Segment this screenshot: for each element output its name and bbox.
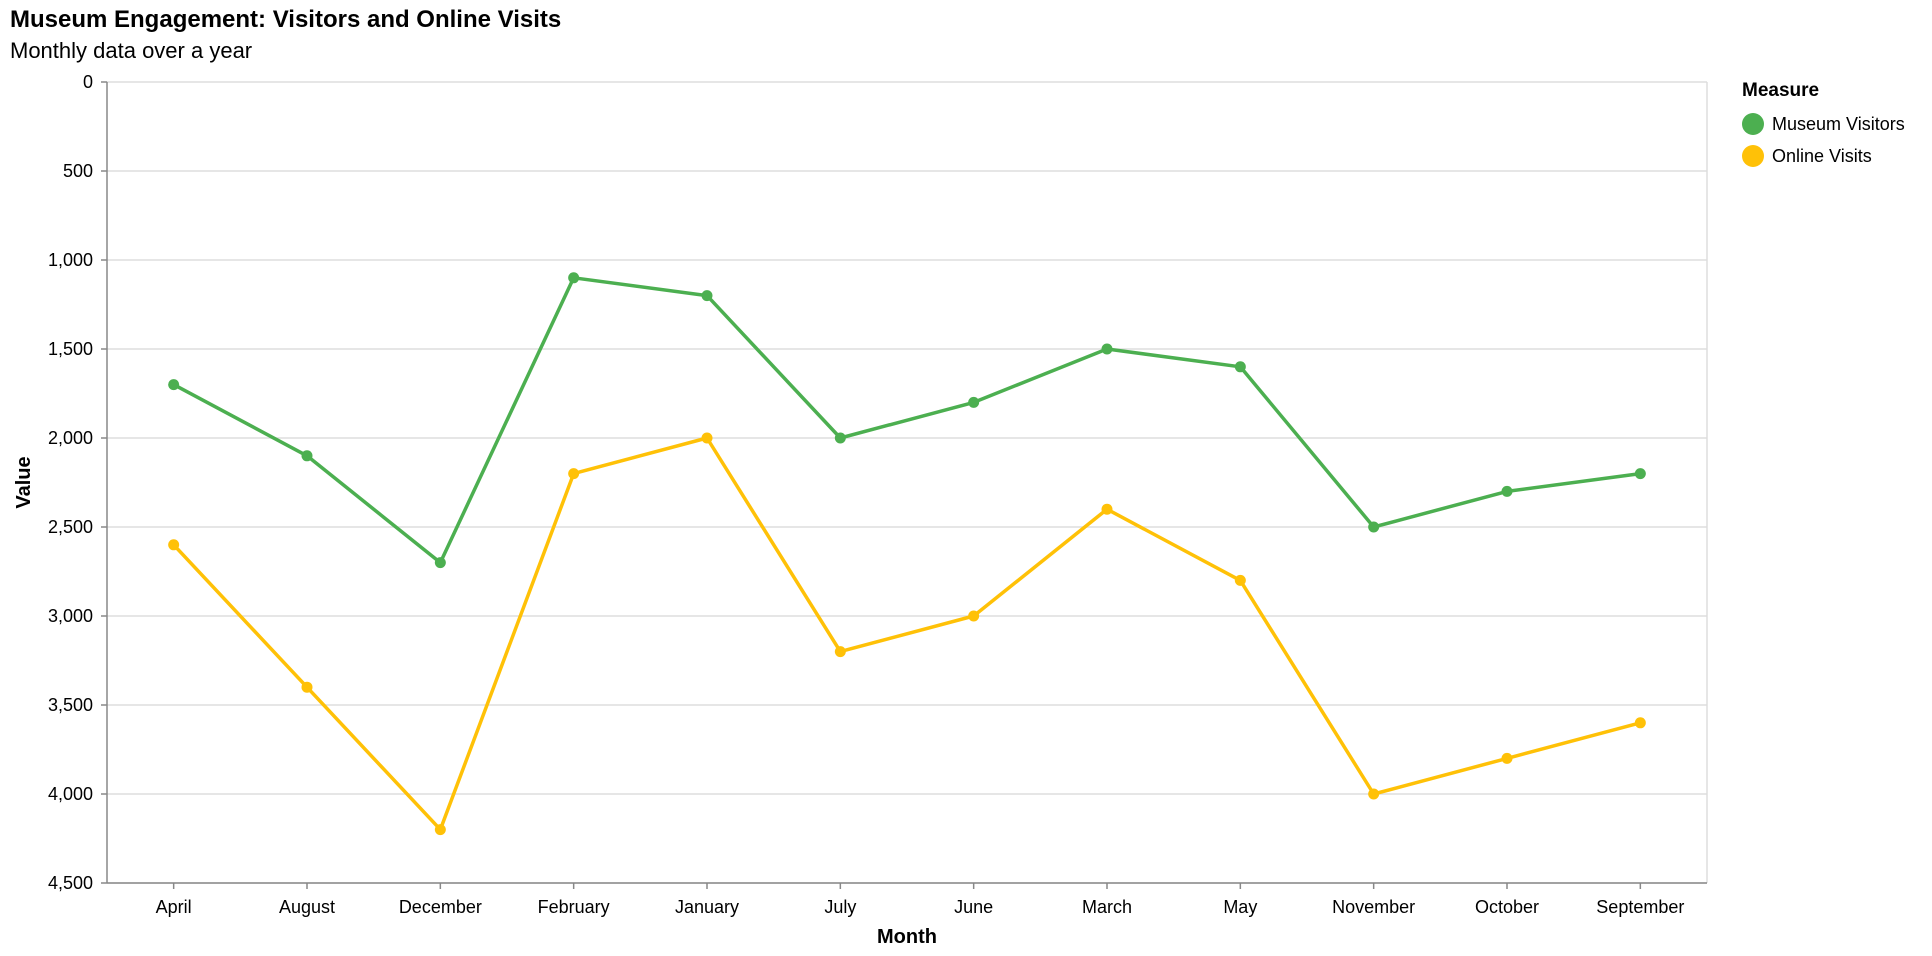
data-point-online-visits	[301, 681, 313, 693]
data-point-online-visits	[1368, 788, 1380, 800]
legend-label-online-visits: Online Visits	[1772, 145, 1872, 166]
x-tick-label: April	[156, 897, 192, 917]
data-point-museum-visitors	[701, 290, 713, 302]
legend: Measure Museum Visitors Online Visits	[1742, 80, 1905, 172]
legend-item-online-visits: Online Visits	[1742, 140, 1905, 172]
y-tick-label: 1,000	[48, 250, 93, 270]
y-tick-label: 1,500	[48, 339, 93, 359]
x-tick-label: June	[954, 897, 993, 917]
x-axis-title: Month	[877, 926, 937, 948]
y-tick-label: 2,500	[48, 517, 93, 537]
x-tick-label: September	[1596, 897, 1684, 917]
y-tick-label: 3,000	[48, 606, 93, 626]
y-tick-label: 3,500	[48, 695, 93, 715]
x-tick-label: March	[1082, 897, 1132, 917]
data-point-online-visits	[1101, 503, 1113, 515]
data-point-museum-visitors	[1234, 361, 1246, 373]
series-online-visits	[168, 432, 1646, 836]
x-tick-label: January	[675, 897, 739, 917]
y-tick-label: 2,000	[48, 428, 93, 448]
data-point-online-visits	[568, 468, 580, 480]
legend-title: Measure	[1742, 80, 1820, 101]
data-point-online-visits	[968, 610, 980, 622]
legend-label-museum-visitors: Museum Visitors	[1772, 113, 1905, 134]
series-line-online-visits	[172, 436, 1641, 832]
data-point-museum-visitors	[434, 557, 446, 569]
data-point-online-visits	[701, 432, 713, 444]
y-tick-label: 0	[83, 72, 93, 92]
x-tick-label: July	[824, 897, 856, 917]
gridlines	[107, 81, 1707, 884]
data-point-online-visits	[1501, 752, 1513, 764]
data-point-online-visits	[434, 824, 446, 836]
y-axis-title: Value	[13, 456, 35, 508]
data-point-museum-visitors	[168, 379, 180, 391]
x-tick-label: December	[399, 897, 482, 917]
legend-swatch-museum-visitors	[1742, 113, 1764, 135]
data-point-museum-visitors	[834, 432, 846, 444]
x-tick-label: August	[279, 897, 335, 917]
chart-subtitle: Monthly data over a year	[10, 38, 253, 63]
series-museum-visitors	[168, 272, 1646, 569]
chart-title: Museum Engagement: Visitors and Online V…	[10, 6, 562, 33]
x-tick-label: February	[538, 897, 610, 917]
data-point-museum-visitors	[301, 450, 313, 462]
x-tick-label: November	[1332, 897, 1415, 917]
y-tick-label: 4,500	[48, 873, 93, 893]
x-tick-label: October	[1475, 897, 1539, 917]
data-point-museum-visitors	[1501, 485, 1513, 497]
y-tick-label: 4,000	[48, 784, 93, 804]
y-tick-label: 500	[63, 161, 93, 181]
data-point-museum-visitors	[968, 396, 980, 408]
data-point-museum-visitors	[1368, 521, 1380, 533]
data-point-online-visits	[834, 646, 846, 658]
data-point-museum-visitors	[568, 272, 580, 284]
data-point-museum-visitors	[1101, 343, 1113, 355]
x-tick-label: May	[1223, 897, 1257, 917]
data-point-online-visits	[1634, 717, 1646, 729]
data-point-online-visits	[168, 539, 180, 551]
data-point-online-visits	[1234, 574, 1246, 586]
legend-item-museum-visitors: Museum Visitors	[1742, 108, 1905, 140]
legend-swatch-online-visits	[1742, 145, 1764, 167]
series-line-museum-visitors	[172, 276, 1641, 565]
data-point-museum-visitors	[1634, 468, 1646, 480]
